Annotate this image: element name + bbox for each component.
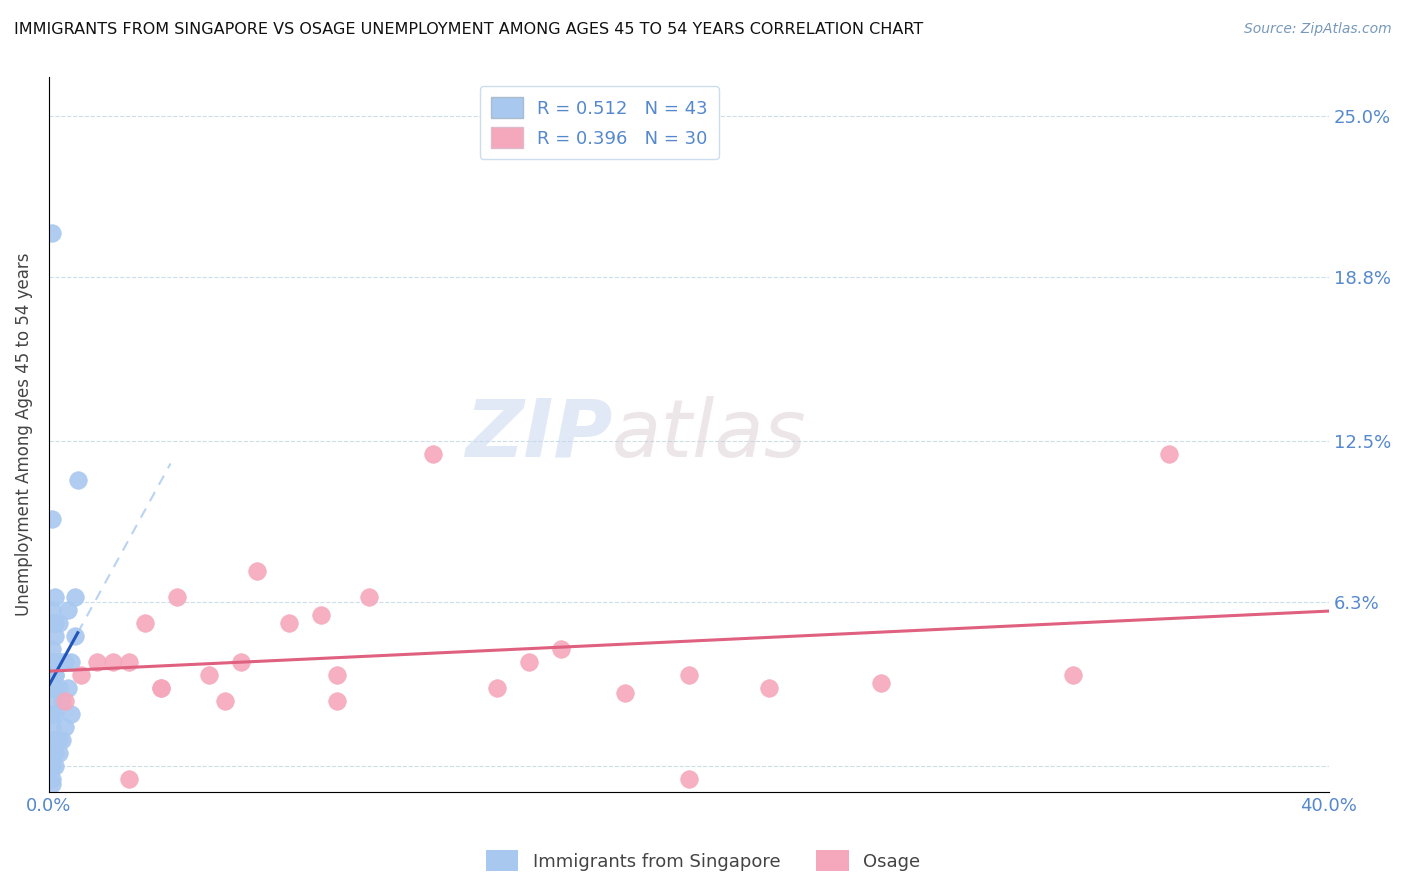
- Point: [41, 655, 63, 669]
- Point: [44, 629, 66, 643]
- Point: [60, 706, 83, 721]
- Legend: R = 0.512   N = 43, R = 0.396   N = 30: R = 0.512 N = 43, R = 0.396 N = 30: [479, 87, 718, 159]
- Point: [326, 668, 349, 682]
- Point: [48, 732, 70, 747]
- Point: [53, 694, 76, 708]
- Point: [48, 746, 70, 760]
- Point: [48, 615, 70, 630]
- Point: [63, 629, 86, 643]
- Legend: Immigrants from Singapore, Osage: Immigrants from Singapore, Osage: [478, 843, 928, 879]
- Point: [44, 681, 66, 695]
- Point: [44, 732, 66, 747]
- Point: [60, 655, 83, 669]
- Point: [41, 732, 63, 747]
- Point: [309, 608, 332, 623]
- Point: [198, 668, 221, 682]
- Point: [56, 603, 79, 617]
- Point: [41, 641, 63, 656]
- Point: [246, 564, 269, 578]
- Point: [229, 655, 252, 669]
- Point: [48, 681, 70, 695]
- Point: [134, 615, 156, 630]
- Point: [118, 655, 141, 669]
- Point: [44, 590, 66, 604]
- Point: [53, 720, 76, 734]
- Point: [44, 655, 66, 669]
- Point: [550, 641, 572, 656]
- Point: [278, 615, 301, 630]
- Point: [118, 772, 141, 786]
- Point: [56, 681, 79, 695]
- Point: [51, 732, 73, 747]
- Point: [51, 694, 73, 708]
- Point: [63, 590, 86, 604]
- Point: [41, 668, 63, 682]
- Text: IMMIGRANTS FROM SINGAPORE VS OSAGE UNEMPLOYMENT AMONG AGES 45 TO 54 YEARS CORREL: IMMIGRANTS FROM SINGAPORE VS OSAGE UNEMP…: [14, 22, 924, 37]
- Point: [1157, 447, 1180, 461]
- Point: [1062, 668, 1084, 682]
- Point: [41, 706, 63, 721]
- Point: [44, 668, 66, 682]
- Point: [485, 681, 508, 695]
- Text: ZIP: ZIP: [465, 395, 612, 474]
- Point: [149, 681, 172, 695]
- Point: [870, 675, 893, 690]
- Point: [422, 447, 444, 461]
- Text: atlas: atlas: [612, 395, 807, 474]
- Point: [357, 590, 380, 604]
- Point: [44, 615, 66, 630]
- Point: [326, 694, 349, 708]
- Point: [41, 227, 63, 241]
- Point: [41, 694, 63, 708]
- Point: [44, 668, 66, 682]
- Point: [41, 772, 63, 786]
- Point: [166, 590, 188, 604]
- Point: [678, 772, 700, 786]
- Point: [51, 655, 73, 669]
- Point: [66, 473, 89, 487]
- Point: [214, 694, 236, 708]
- Point: [44, 758, 66, 772]
- Point: [44, 706, 66, 721]
- Point: [41, 720, 63, 734]
- Point: [41, 603, 63, 617]
- Point: [41, 758, 63, 772]
- Point: [41, 681, 63, 695]
- Point: [41, 615, 63, 630]
- Y-axis label: Unemployment Among Ages 45 to 54 years: Unemployment Among Ages 45 to 54 years: [15, 252, 32, 616]
- Point: [41, 512, 63, 526]
- Point: [613, 686, 636, 700]
- Point: [517, 655, 540, 669]
- Point: [44, 746, 66, 760]
- Point: [758, 681, 780, 695]
- Point: [86, 655, 108, 669]
- Point: [678, 668, 700, 682]
- Text: Source: ZipAtlas.com: Source: ZipAtlas.com: [1244, 22, 1392, 37]
- Point: [70, 668, 93, 682]
- Point: [53, 655, 76, 669]
- Point: [101, 655, 124, 669]
- Point: [48, 655, 70, 669]
- Point: [41, 777, 63, 791]
- Point: [149, 681, 172, 695]
